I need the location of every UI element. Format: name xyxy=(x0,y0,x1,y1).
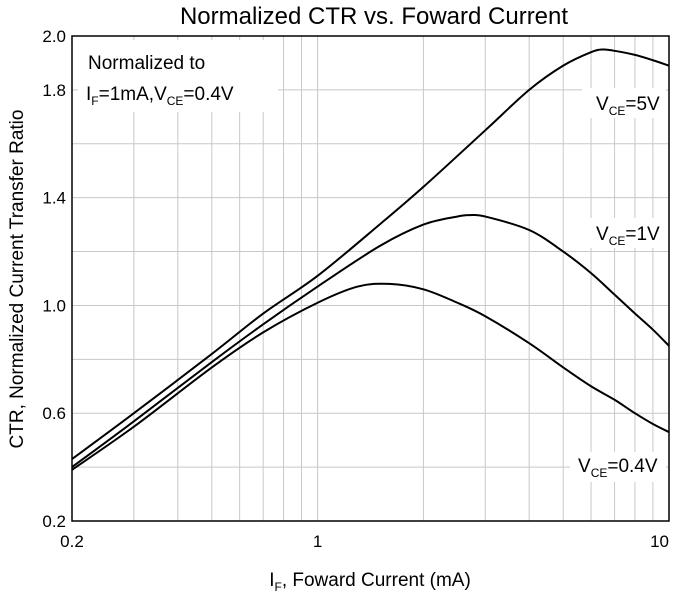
annotation-line-1: Normalized to xyxy=(88,53,205,74)
chart-title: Normalized CTR vs. Foward Current xyxy=(180,3,568,30)
y-tick-label: 2.0 xyxy=(42,27,66,46)
y-tick-label: 1.0 xyxy=(42,296,66,315)
x-tick-label: 1 xyxy=(313,532,322,551)
normalization-annotation: Normalized to IF=1mA,VCE=0.4V xyxy=(78,40,278,112)
y-tick-label: 1.4 xyxy=(42,189,66,208)
series-line-1v xyxy=(71,213,670,468)
series-line-0.4v xyxy=(71,282,670,471)
series-label-background xyxy=(570,452,666,482)
series-label-vce-1v: VCE=1V xyxy=(582,218,666,248)
y-tick-label: 0.6 xyxy=(42,404,66,423)
series-layer xyxy=(71,48,670,471)
x-tick-label: 0.2 xyxy=(60,532,84,551)
series-line-5v xyxy=(71,48,670,460)
y-axis-label: CTR, Normalized Current Transfer Ratio xyxy=(7,110,28,449)
series-label-vce-5v: VCE=5V xyxy=(582,88,666,118)
tick-labels: 0.2 0.6 1.0 1.4 1.8 2.0 0.2 1 10 xyxy=(42,27,669,551)
plot-frame xyxy=(71,35,670,522)
x-tick-label: 10 xyxy=(650,532,669,551)
x-axis-label: IF, Foward Current (mA) xyxy=(269,570,471,594)
y-tick-label: 1.8 xyxy=(42,81,66,100)
annotation-line-2: IF=1mA,VCE=0.4V xyxy=(86,84,234,108)
series-label-background xyxy=(582,88,666,118)
series-label-text: VCE=5V xyxy=(596,94,660,118)
series-label-vce-0.4v: VCE=0.4V xyxy=(570,452,666,482)
y-tick-label: 0.2 xyxy=(42,512,66,531)
annotation-background xyxy=(78,40,278,112)
series-label-text: VCE=0.4V xyxy=(578,456,658,480)
series-label-text: VCE=1V xyxy=(596,224,660,248)
series-label-background xyxy=(582,218,666,248)
